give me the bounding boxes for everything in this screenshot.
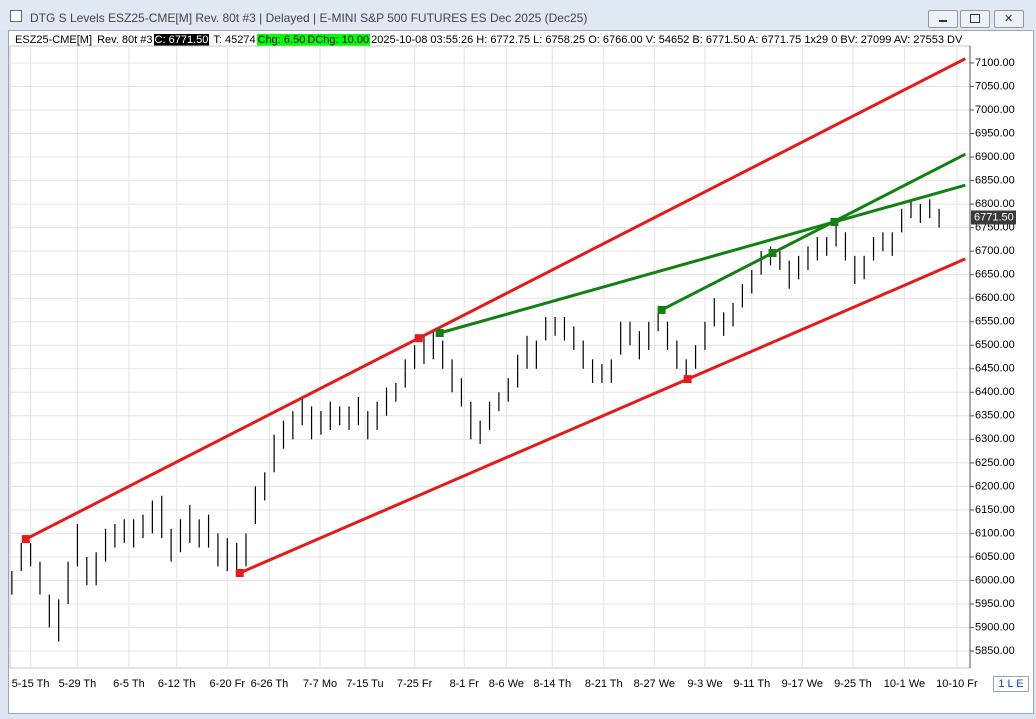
- x-tick-label: 8-27 We: [634, 678, 675, 690]
- symbol: ESZ25-CME[M]: [15, 34, 93, 46]
- trades: T: 45274: [213, 34, 256, 46]
- x-tick-label: 8-14 Th: [533, 678, 571, 690]
- app-icon: [10, 10, 22, 22]
- trend-line: [25, 57, 966, 541]
- y-tick-label: 6650.00: [975, 269, 1015, 281]
- y-tick-label: 6050.00: [975, 551, 1015, 563]
- status-indicator[interactable]: 1 L E: [993, 676, 1029, 692]
- day-change: DChg: 10.00: [306, 34, 371, 46]
- x-tick-label: 5-29 Th: [59, 678, 97, 690]
- x-tick-label: 8-6 We: [489, 678, 524, 690]
- anchor-marker: [435, 329, 444, 338]
- x-tick-label: 7-15 Tu: [346, 678, 383, 690]
- trend-line: [660, 152, 967, 312]
- y-tick-label: 6100.00: [975, 527, 1015, 539]
- x-tick-label: 9-11 Th: [733, 678, 770, 690]
- minimize-button[interactable]: [928, 10, 958, 28]
- y-tick-label: 6750.00: [975, 222, 1015, 234]
- y-tick-label: 7050.00: [975, 80, 1015, 92]
- x-tick-label: 6-20 Fr: [210, 678, 246, 690]
- y-tick-label: 6300.00: [975, 433, 1015, 445]
- y-tick-label: 7100.00: [975, 57, 1015, 69]
- plot-area: [9, 45, 971, 669]
- last-price-box: [971, 210, 1016, 225]
- x-tick-label: 5-15 Th: [12, 678, 50, 690]
- y-tick-label: 7000.00: [975, 104, 1015, 116]
- y-tick-label: 6900.00: [975, 151, 1015, 163]
- x-tick-label: 9-25 Th: [834, 678, 872, 690]
- anchor-marker: [657, 305, 666, 314]
- x-tick-label: 9-17 We: [782, 678, 823, 690]
- anchor-marker: [683, 375, 692, 384]
- y-tick-label: 6600.00: [975, 292, 1015, 304]
- y-tick-label: 5900.00: [975, 621, 1015, 633]
- y-tick-label: 6150.00: [975, 504, 1015, 516]
- y-tick-label: 5950.00: [975, 598, 1015, 610]
- info-strip: ESZ25-CME[M] Rev. 80t #3 C: 6771.50 T: 45…: [14, 33, 963, 47]
- y-tick-label: 6850.00: [975, 174, 1015, 186]
- anchor-marker: [414, 334, 423, 343]
- window-title: DTG S Levels ESZ25-CME[M] Rev. 80t #3 | …: [30, 11, 588, 25]
- quote-details: 2025-10-08 03:55:26 H: 6772.75 L: 6758.2…: [371, 34, 963, 46]
- y-tick-label: 6450.00: [975, 363, 1015, 375]
- close-button[interactable]: ✕: [994, 10, 1024, 28]
- anchor-marker: [768, 249, 777, 258]
- y-tick-label: 6950.00: [975, 127, 1015, 139]
- trend-line: [439, 183, 966, 335]
- restore-button[interactable]: [960, 10, 990, 28]
- x-tick-label: 7-25 Fr: [397, 678, 433, 690]
- x-tick-label: 10-1 We: [884, 678, 925, 690]
- trend-line: [239, 257, 966, 575]
- x-tick-label: 10-10 Fr: [936, 678, 978, 690]
- y-tick-label: 6700.00: [975, 245, 1015, 257]
- x-tick-label: 7-7 Mo: [303, 678, 337, 690]
- y-tick-label: 6550.00: [975, 316, 1015, 328]
- x-tick-label: 6-5 Th: [113, 678, 145, 690]
- y-tick-label: 6200.00: [975, 480, 1015, 492]
- y-tick-label: 6500.00: [975, 339, 1015, 351]
- change: Chg: 6.50: [256, 34, 307, 46]
- x-tick-label: 8-1 Fr: [450, 678, 480, 690]
- y-tick-label: 6000.00: [975, 574, 1015, 586]
- y-tick-label: 6250.00: [975, 457, 1015, 469]
- close-value: C: 6771.50: [153, 34, 210, 46]
- x-tick-label: 6-26 Th: [251, 678, 289, 690]
- title-bar: DTG S Levels ESZ25-CME[M] Rev. 80t #3 | …: [0, 0, 1036, 30]
- x-tick-label: 6-12 Th: [158, 678, 196, 690]
- anchor-marker: [21, 535, 30, 544]
- revision: Rev. 80t #3: [97, 34, 153, 46]
- x-tick-label: 8-21 Th: [585, 678, 623, 690]
- y-tick-label: 6350.00: [975, 410, 1015, 422]
- y-tick-label: 5850.00: [975, 645, 1015, 657]
- x-tick-label: 9-3 We: [687, 678, 722, 690]
- y-tick-label: 6400.00: [975, 386, 1015, 398]
- last-price-label: 6771.50: [974, 211, 1014, 223]
- anchor-marker: [235, 568, 244, 577]
- y-tick-label: 6800.00: [975, 198, 1015, 210]
